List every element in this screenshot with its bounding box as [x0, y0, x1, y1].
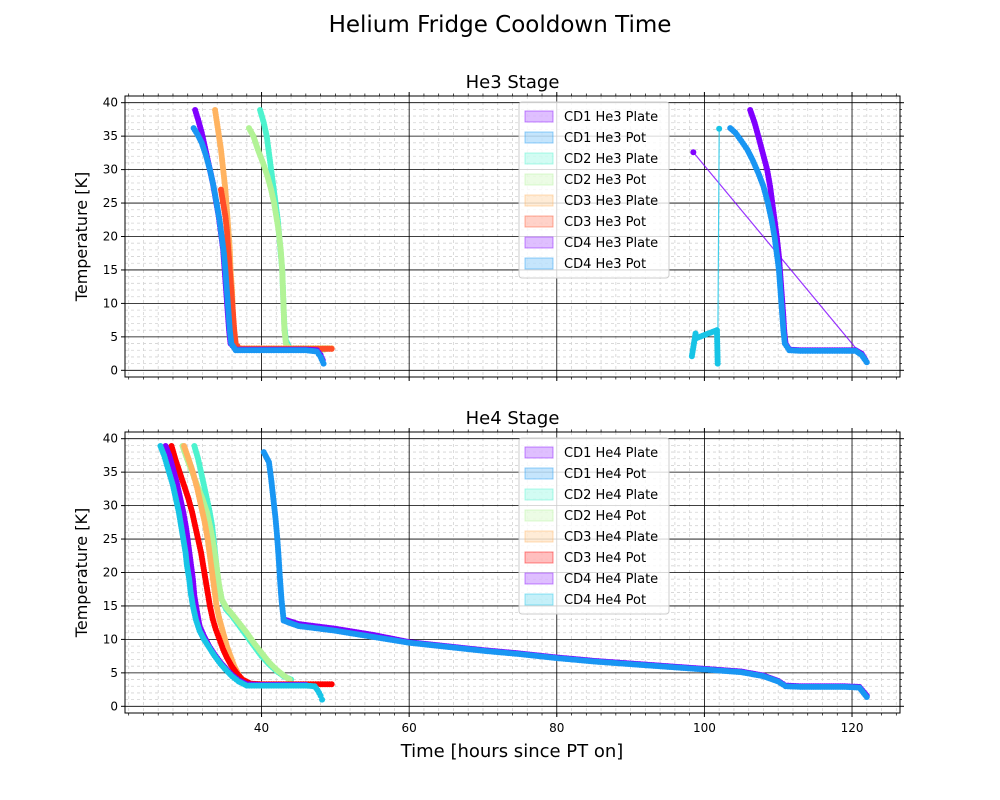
y-tick-label: 5 [110, 330, 118, 344]
y-tick-label: 35 [103, 129, 118, 143]
legend-label: CD3 He4 Pot [564, 551, 646, 566]
series-cd2-he3-pot [246, 125, 328, 353]
y-tick-label: 5 [110, 666, 118, 680]
series-unlabeled [688, 125, 723, 367]
series-cd1-he3-pot [727, 125, 870, 366]
series-cd1-he4-pot [260, 449, 870, 700]
x-axis-label: Time [hours since PT on] [400, 741, 624, 762]
legend-label: CD2 He3 Plate [564, 152, 658, 167]
y-tick-label: 30 [103, 163, 118, 177]
y-tick-label: 15 [103, 263, 118, 277]
panel-title: He4 Stage [466, 408, 560, 429]
he3-stage-panel: 0 5 10 15 20 25 30 35 40 He3 Stage Temperature [K]… [72, 72, 904, 381]
legend-swatch [524, 173, 554, 186]
legend-swatch [524, 593, 554, 606]
legend-swatch [524, 551, 554, 564]
legend-label: CD1 He4 Plate [564, 446, 658, 461]
legend-swatch [524, 257, 554, 270]
y-tick-label: 10 [103, 296, 118, 310]
legend-label: CD1 He3 Pot [564, 131, 646, 146]
legend-swatch [524, 467, 554, 480]
legend-label: CD4 He3 Pot [564, 257, 646, 272]
legend-swatch [524, 194, 554, 207]
legend-swatch [524, 488, 554, 501]
legend-label: CD2 He4 Pot [564, 509, 646, 524]
legend-label: CD3 He3 Plate [564, 194, 658, 209]
y-tick-label: 25 [103, 196, 118, 210]
legend-label: CD4 He4 Plate [564, 572, 658, 587]
panel-title: He3 Stage [466, 72, 560, 93]
data-point [863, 693, 870, 700]
legend: CD1 He4 Plate CD1 He4 Pot CD2 He4 Plate CD2… [518, 437, 670, 615]
data-point [286, 676, 293, 683]
y-tick-label: 0 [110, 699, 118, 713]
series-line [193, 127, 325, 364]
data-point [320, 360, 327, 367]
data-point [690, 149, 697, 156]
y-tick-label: 20 [103, 230, 118, 244]
figure-title: Helium Fridge Cooldown Time [328, 12, 672, 38]
legend-box [518, 101, 670, 279]
y-tick-label: 40 [103, 432, 118, 446]
legend-swatch [524, 215, 554, 228]
legend-swatch [524, 152, 554, 165]
y-tick-label: 0 [110, 363, 118, 377]
x-tick-label: 80 [549, 721, 564, 735]
legend-swatch [524, 131, 554, 144]
x-tick-label: 100 [693, 721, 716, 735]
x-tick-label: 120 [841, 721, 864, 735]
y-tick-label: 40 [103, 96, 118, 110]
y-tick-label: 10 [103, 632, 118, 646]
legend-label: CD1 He4 Pot [564, 467, 646, 482]
series-cd2-he3-plate [257, 107, 331, 352]
series-cd4-he4-pot [157, 443, 326, 703]
x-tick-label: 60 [402, 721, 417, 735]
legend: CD1 He3 Plate CD1 He3 Pot CD2 He3 Plate CD2… [518, 101, 670, 279]
legend-box [518, 437, 670, 615]
data-point [714, 360, 721, 367]
legend-swatch [524, 446, 554, 459]
legend-label: CD4 He4 Pot [564, 593, 646, 608]
data-point [328, 345, 335, 352]
legend-label: CD1 He3 Plate [564, 110, 658, 125]
y-tick-label: 30 [103, 499, 118, 513]
legend-label: CD2 He3 Pot [564, 173, 646, 188]
legend-swatch [524, 110, 554, 123]
data-point [863, 359, 870, 366]
legend-swatch [524, 572, 554, 585]
y-tick-label: 20 [103, 566, 118, 580]
y-tick-label: 15 [103, 599, 118, 613]
legend-swatch [524, 509, 554, 522]
legend-label: CD3 He4 Plate [564, 530, 658, 545]
y-tick-label: 25 [103, 532, 118, 546]
data-point [319, 696, 326, 703]
legend-label: CD4 He3 Plate [564, 236, 658, 251]
legend-label: CD3 He3 Pot [564, 215, 646, 230]
legend-label: CD2 He4 Plate [564, 488, 658, 503]
legend-swatch [524, 236, 554, 249]
series-cd1-he3-plate [690, 107, 869, 363]
data-point [328, 681, 335, 688]
y-tick-label: 35 [103, 465, 118, 479]
data-point [716, 125, 723, 132]
x-tick-label: 40 [254, 721, 269, 735]
he4-stage-panel: 0 5 10 15 20 25 30 35 40 40 60 80 100 120 He4 Stage Tem… [72, 408, 904, 735]
series-cd4-he3-pot [190, 125, 327, 367]
y-axis-label: Temperature [K] [72, 172, 91, 302]
y-axis-label: Temperature [K] [72, 508, 91, 638]
legend-swatch [524, 530, 554, 543]
